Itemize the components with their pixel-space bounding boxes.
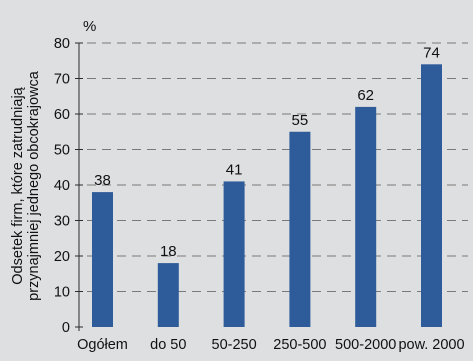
bar-1: [92, 192, 113, 327]
y-tick-label-20: 20: [54, 249, 70, 265]
bar-6: [421, 64, 442, 328]
y-axis-unit-label: %: [83, 18, 96, 35]
y-tick-label-70: 70: [54, 72, 70, 88]
y-tick-label-50: 50: [54, 143, 70, 159]
grid-lines: [87, 42, 468, 292]
x-tick-label-1: Ogółem: [77, 337, 128, 353]
data-label-6: 74: [423, 44, 440, 61]
data-label-4: 55: [292, 112, 309, 129]
y-tick-label-60: 60: [54, 107, 70, 123]
y-tick-label-80: 80: [54, 36, 70, 52]
y-axis-title-line-1: Odsetek firm, które zatrudniają: [10, 86, 26, 284]
y-axis-title: Odsetek firm, które zatrudniają przynajm…: [10, 70, 42, 301]
y-tick-label-10: 10: [54, 285, 70, 301]
y-tick-label-40: 40: [54, 178, 70, 194]
bar-2: [157, 263, 179, 327]
y-tick-label-0: 0: [62, 320, 70, 336]
y-tick-label-30: 30: [54, 214, 70, 230]
y-axis-title-line-2: przynajmniej jednego obcokrajowca: [26, 70, 42, 301]
bar-4: [289, 131, 311, 327]
x-tick-label-2: do 50: [150, 337, 186, 353]
data-label-2: 18: [160, 243, 177, 260]
x-axis-ticks: Ogółem do 50 50-250 250-500 500-2000 pow. 200…: [77, 337, 464, 353]
bars: [92, 64, 442, 328]
bar-3: [223, 181, 245, 327]
data-label-5: 62: [357, 87, 374, 104]
data-labels: 38 18 41 55 62 74: [94, 44, 440, 260]
data-label-3: 41: [226, 161, 243, 178]
x-tick-label-6: pow. 2000: [398, 337, 464, 353]
x-tick-label-3: 50-250: [212, 337, 257, 353]
x-tick-label-4: 250-500: [273, 337, 326, 353]
bar-5: [355, 106, 377, 328]
data-label-1: 38: [94, 172, 111, 189]
x-tick-label-5: 500-2000: [335, 337, 396, 353]
